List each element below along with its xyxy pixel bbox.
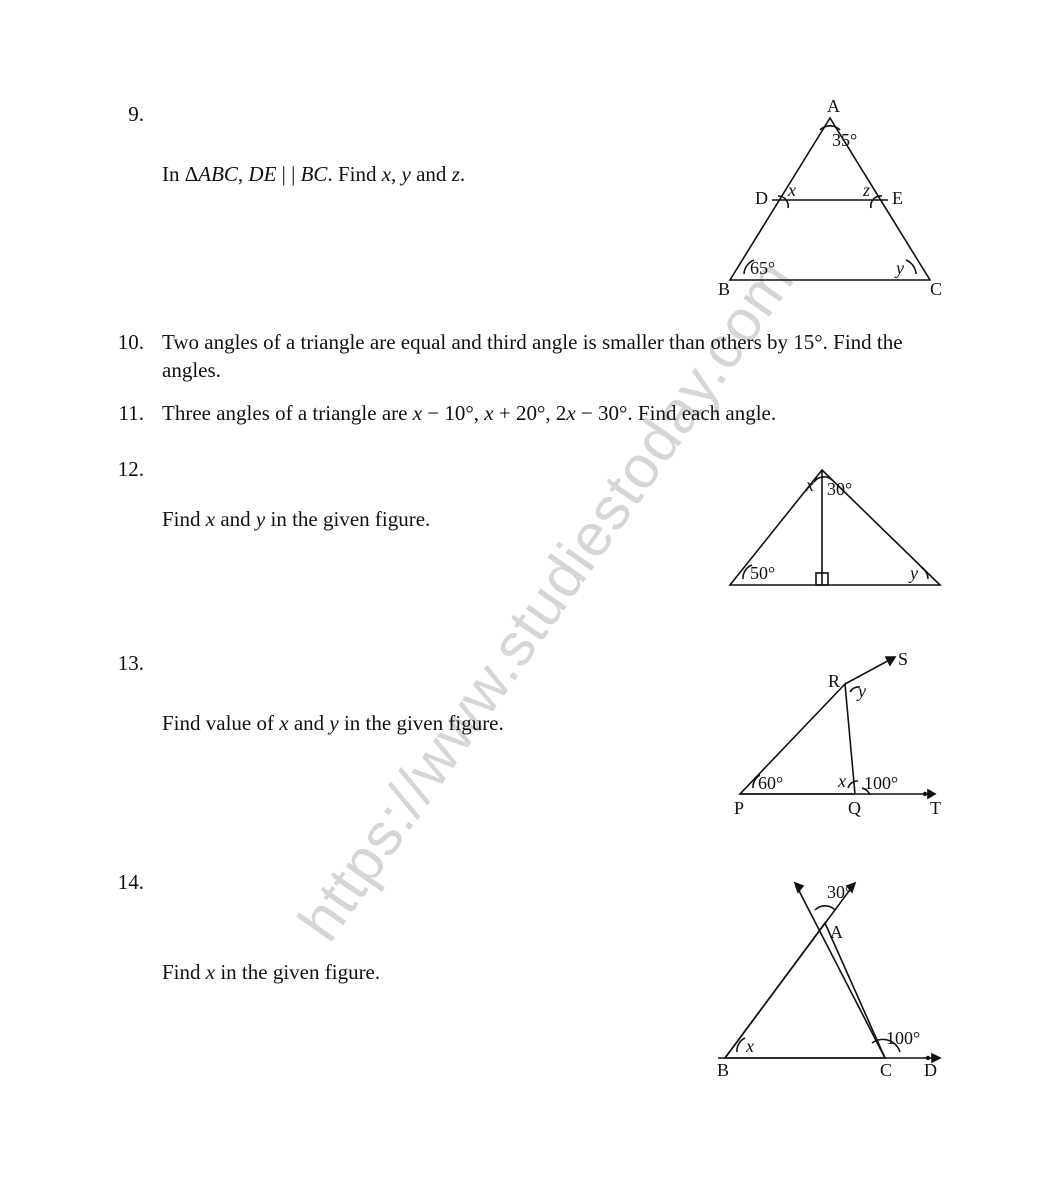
q12-angle-50: 50°	[750, 563, 775, 583]
q14-number: 14.	[100, 868, 162, 896]
question-10: 10. Two angles of a triangle are equal a…	[100, 328, 960, 385]
q9-angle-y: y	[894, 258, 904, 278]
q14-angle-30: 30°	[827, 882, 852, 902]
q10-number: 10.	[100, 328, 162, 356]
q14-figure: A B C D 30° 100° x	[700, 868, 960, 1088]
q11-number: 11.	[100, 399, 162, 427]
question-9: 9. In ΔABC, DE | | BC. Find x, y and z. …	[100, 100, 960, 300]
q13-label-T: T	[930, 798, 941, 818]
question-12: 12. Find x and y in the given figure. x …	[100, 455, 960, 605]
q13-angle-60: 60°	[758, 773, 783, 793]
q13-angle-100: 100°	[864, 773, 898, 793]
q9-angle-x: x	[787, 180, 796, 200]
q14-label-C: C	[880, 1060, 892, 1080]
q12-number: 12.	[100, 455, 162, 483]
q14-text: Find x in the given figure.	[162, 868, 690, 986]
q9-text: In ΔABC, DE | | BC. Find x, y and z.	[162, 100, 690, 188]
q9-label-B: B	[718, 279, 730, 299]
q9-label-A: A	[827, 100, 840, 116]
q12-text: Find x and y in the given figure.	[162, 455, 700, 533]
q10-text: Two angles of a triangle are equal and t…	[162, 328, 960, 385]
q14-label-A: A	[830, 922, 843, 942]
q13-angle-y: y	[856, 681, 866, 701]
q12-figure: x 30° 50° y	[710, 455, 960, 605]
q9-angle-z: z	[862, 180, 870, 200]
q9-angle-top: 35°	[832, 130, 857, 150]
worksheet-page: https://www.studiestoday.com 9. In ΔABC,…	[0, 0, 1050, 1200]
q12-angle-y: y	[908, 563, 918, 583]
question-11: 11. Three angles of a triangle are x − 1…	[100, 399, 960, 427]
q9-figure: A B C D E 35° x z 65° y	[700, 100, 960, 300]
q13-label-P: P	[734, 798, 744, 818]
q9-label-D: D	[755, 188, 768, 208]
q12-angle-x: x	[805, 475, 814, 495]
q13-number: 13.	[100, 649, 162, 677]
q11-text: Three angles of a triangle are x − 10°, …	[162, 399, 960, 427]
question-14: 14. Find x in the given figure.	[100, 868, 960, 1088]
q13-text: Find value of x and y in the given figur…	[162, 649, 710, 737]
q13-label-R: R	[828, 671, 840, 691]
q14-label-D: D	[924, 1060, 937, 1080]
q14-label-B: B	[717, 1060, 729, 1080]
q12-angle-30: 30°	[827, 479, 852, 499]
q14-angle-x: x	[745, 1036, 754, 1056]
q13-figure: P Q R S T 60° x 100° y	[720, 649, 960, 824]
q14-angle-100: 100°	[886, 1028, 920, 1048]
q13-angle-x: x	[837, 771, 846, 791]
q13-label-S: S	[898, 649, 908, 669]
q9-angle-65: 65°	[750, 258, 775, 278]
q9-label-E: E	[892, 188, 903, 208]
q9-label-C: C	[930, 279, 942, 299]
content: 9. In ΔABC, DE | | BC. Find x, y and z. …	[100, 40, 960, 1088]
q13-label-Q: Q	[848, 798, 861, 818]
question-13: 13. Find value of x and y in the given f…	[100, 649, 960, 824]
q9-number: 9.	[100, 100, 162, 128]
